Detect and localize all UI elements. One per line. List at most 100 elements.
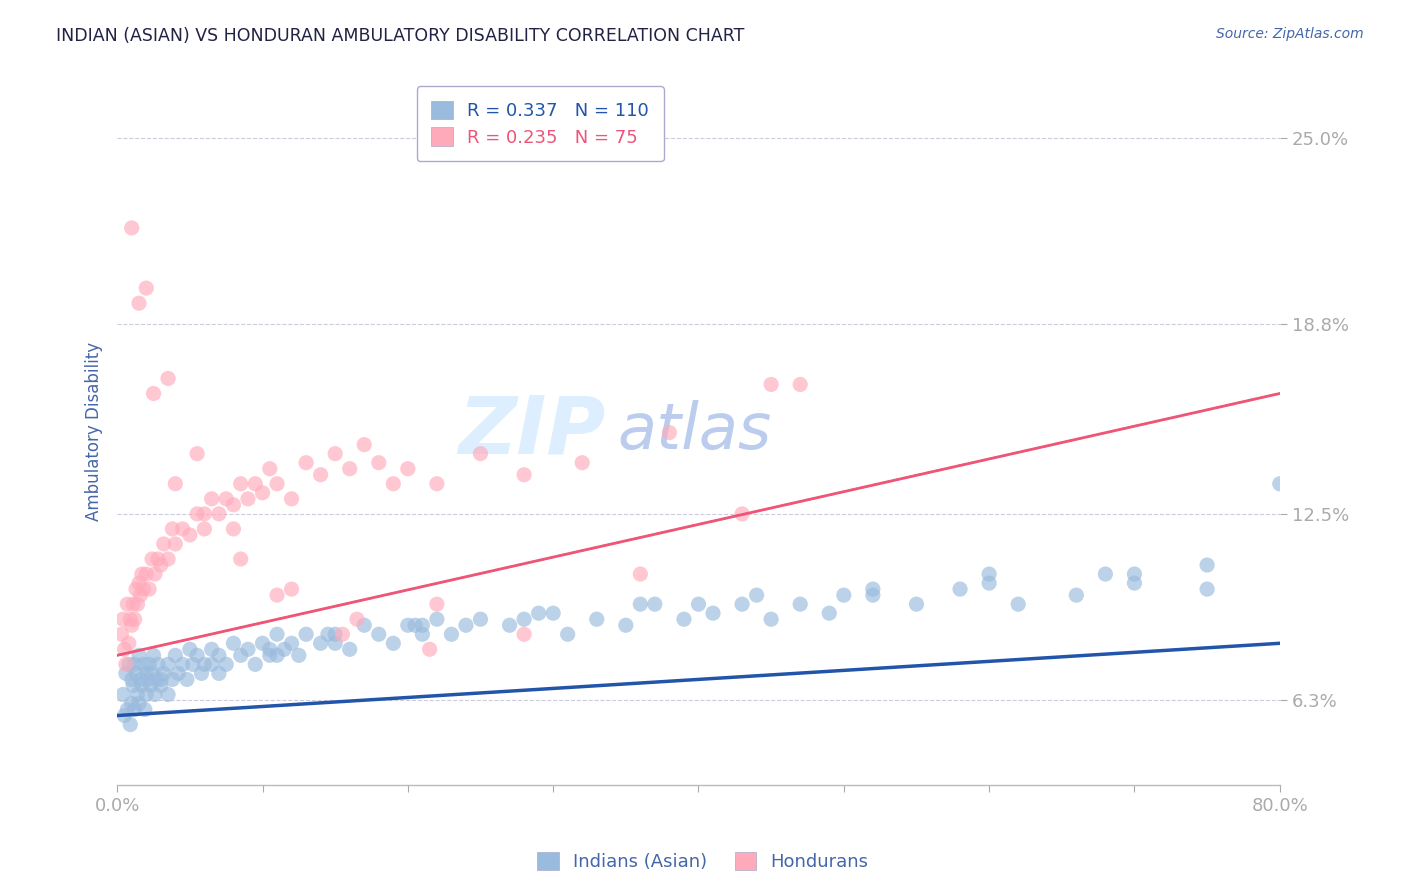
Point: [122, 597, 145, 611]
Point: [245, 657, 267, 672]
Point: [454, 618, 477, 632]
Point: [862, 588, 884, 602]
Point: [470, 447, 492, 461]
Point: [229, 648, 252, 663]
Point: [149, 678, 172, 692]
Point: [789, 377, 811, 392]
Point: [142, 648, 165, 663]
Point: [1197, 582, 1219, 596]
Point: [309, 467, 332, 482]
Point: [186, 648, 208, 663]
Point: [658, 425, 681, 440]
Point: [149, 558, 172, 572]
Point: [323, 627, 346, 641]
Point: [172, 657, 194, 672]
Point: [142, 386, 165, 401]
Point: [132, 582, 155, 596]
Point: [165, 476, 187, 491]
Point: [818, 606, 841, 620]
Point: [208, 666, 231, 681]
Point: [125, 666, 148, 681]
Point: [731, 597, 754, 611]
Point: [1197, 558, 1219, 572]
Point: [118, 657, 141, 672]
Point: [138, 657, 160, 672]
Point: [316, 627, 339, 641]
Point: [114, 708, 136, 723]
Point: [353, 437, 375, 451]
Point: [179, 528, 201, 542]
Point: [470, 612, 492, 626]
Point: [124, 657, 146, 672]
Point: [280, 636, 302, 650]
Point: [117, 702, 139, 716]
Point: [201, 642, 224, 657]
Point: [176, 673, 198, 687]
Text: ZIP: ZIP: [458, 392, 606, 470]
Point: [745, 588, 768, 602]
Point: [208, 648, 231, 663]
Point: [644, 597, 666, 611]
Point: [280, 491, 302, 506]
Point: [309, 636, 332, 650]
Point: [139, 678, 162, 692]
Point: [127, 688, 149, 702]
Point: [236, 642, 259, 657]
Point: [295, 456, 318, 470]
Point: [353, 618, 375, 632]
Point: [208, 507, 231, 521]
Point: [135, 281, 157, 295]
Point: [288, 648, 311, 663]
Point: [759, 612, 782, 626]
Point: [1007, 597, 1029, 611]
Point: [1094, 567, 1116, 582]
Point: [628, 597, 651, 611]
Point: [789, 597, 811, 611]
Point: [382, 636, 405, 650]
Point: [266, 476, 288, 491]
Point: [115, 657, 138, 672]
Point: [411, 618, 433, 632]
Point: [949, 582, 972, 596]
Point: [186, 507, 208, 521]
Point: [186, 447, 208, 461]
Point: [236, 491, 259, 506]
Point: [124, 612, 146, 626]
Point: [977, 576, 1000, 591]
Point: [557, 627, 579, 641]
Point: [128, 648, 150, 663]
Legend: Indians (Asian), Hondurans: Indians (Asian), Hondurans: [530, 845, 876, 879]
Point: [702, 606, 724, 620]
Point: [190, 666, 212, 681]
Point: [120, 612, 142, 626]
Point: [162, 673, 184, 687]
Point: [759, 377, 782, 392]
Point: [179, 642, 201, 657]
Point: [905, 597, 928, 611]
Point: [222, 522, 245, 536]
Point: [382, 476, 405, 491]
Point: [513, 467, 536, 482]
Point: [157, 552, 180, 566]
Point: [367, 456, 389, 470]
Point: [498, 618, 520, 632]
Point: [125, 582, 148, 596]
Point: [215, 491, 238, 506]
Point: [128, 296, 150, 310]
Point: [862, 582, 884, 596]
Point: [120, 717, 142, 731]
Text: Source: ZipAtlas.com: Source: ZipAtlas.com: [1216, 27, 1364, 41]
Point: [404, 618, 426, 632]
Point: [245, 476, 267, 491]
Point: [280, 582, 302, 596]
Point: [167, 666, 190, 681]
Point: [152, 666, 174, 681]
Point: [323, 636, 346, 650]
Point: [201, 491, 224, 506]
Point: [426, 612, 449, 626]
Y-axis label: Ambulatory Disability: Ambulatory Disability: [86, 342, 103, 521]
Point: [396, 461, 419, 475]
Point: [121, 673, 143, 687]
Point: [339, 642, 361, 657]
Point: [259, 648, 281, 663]
